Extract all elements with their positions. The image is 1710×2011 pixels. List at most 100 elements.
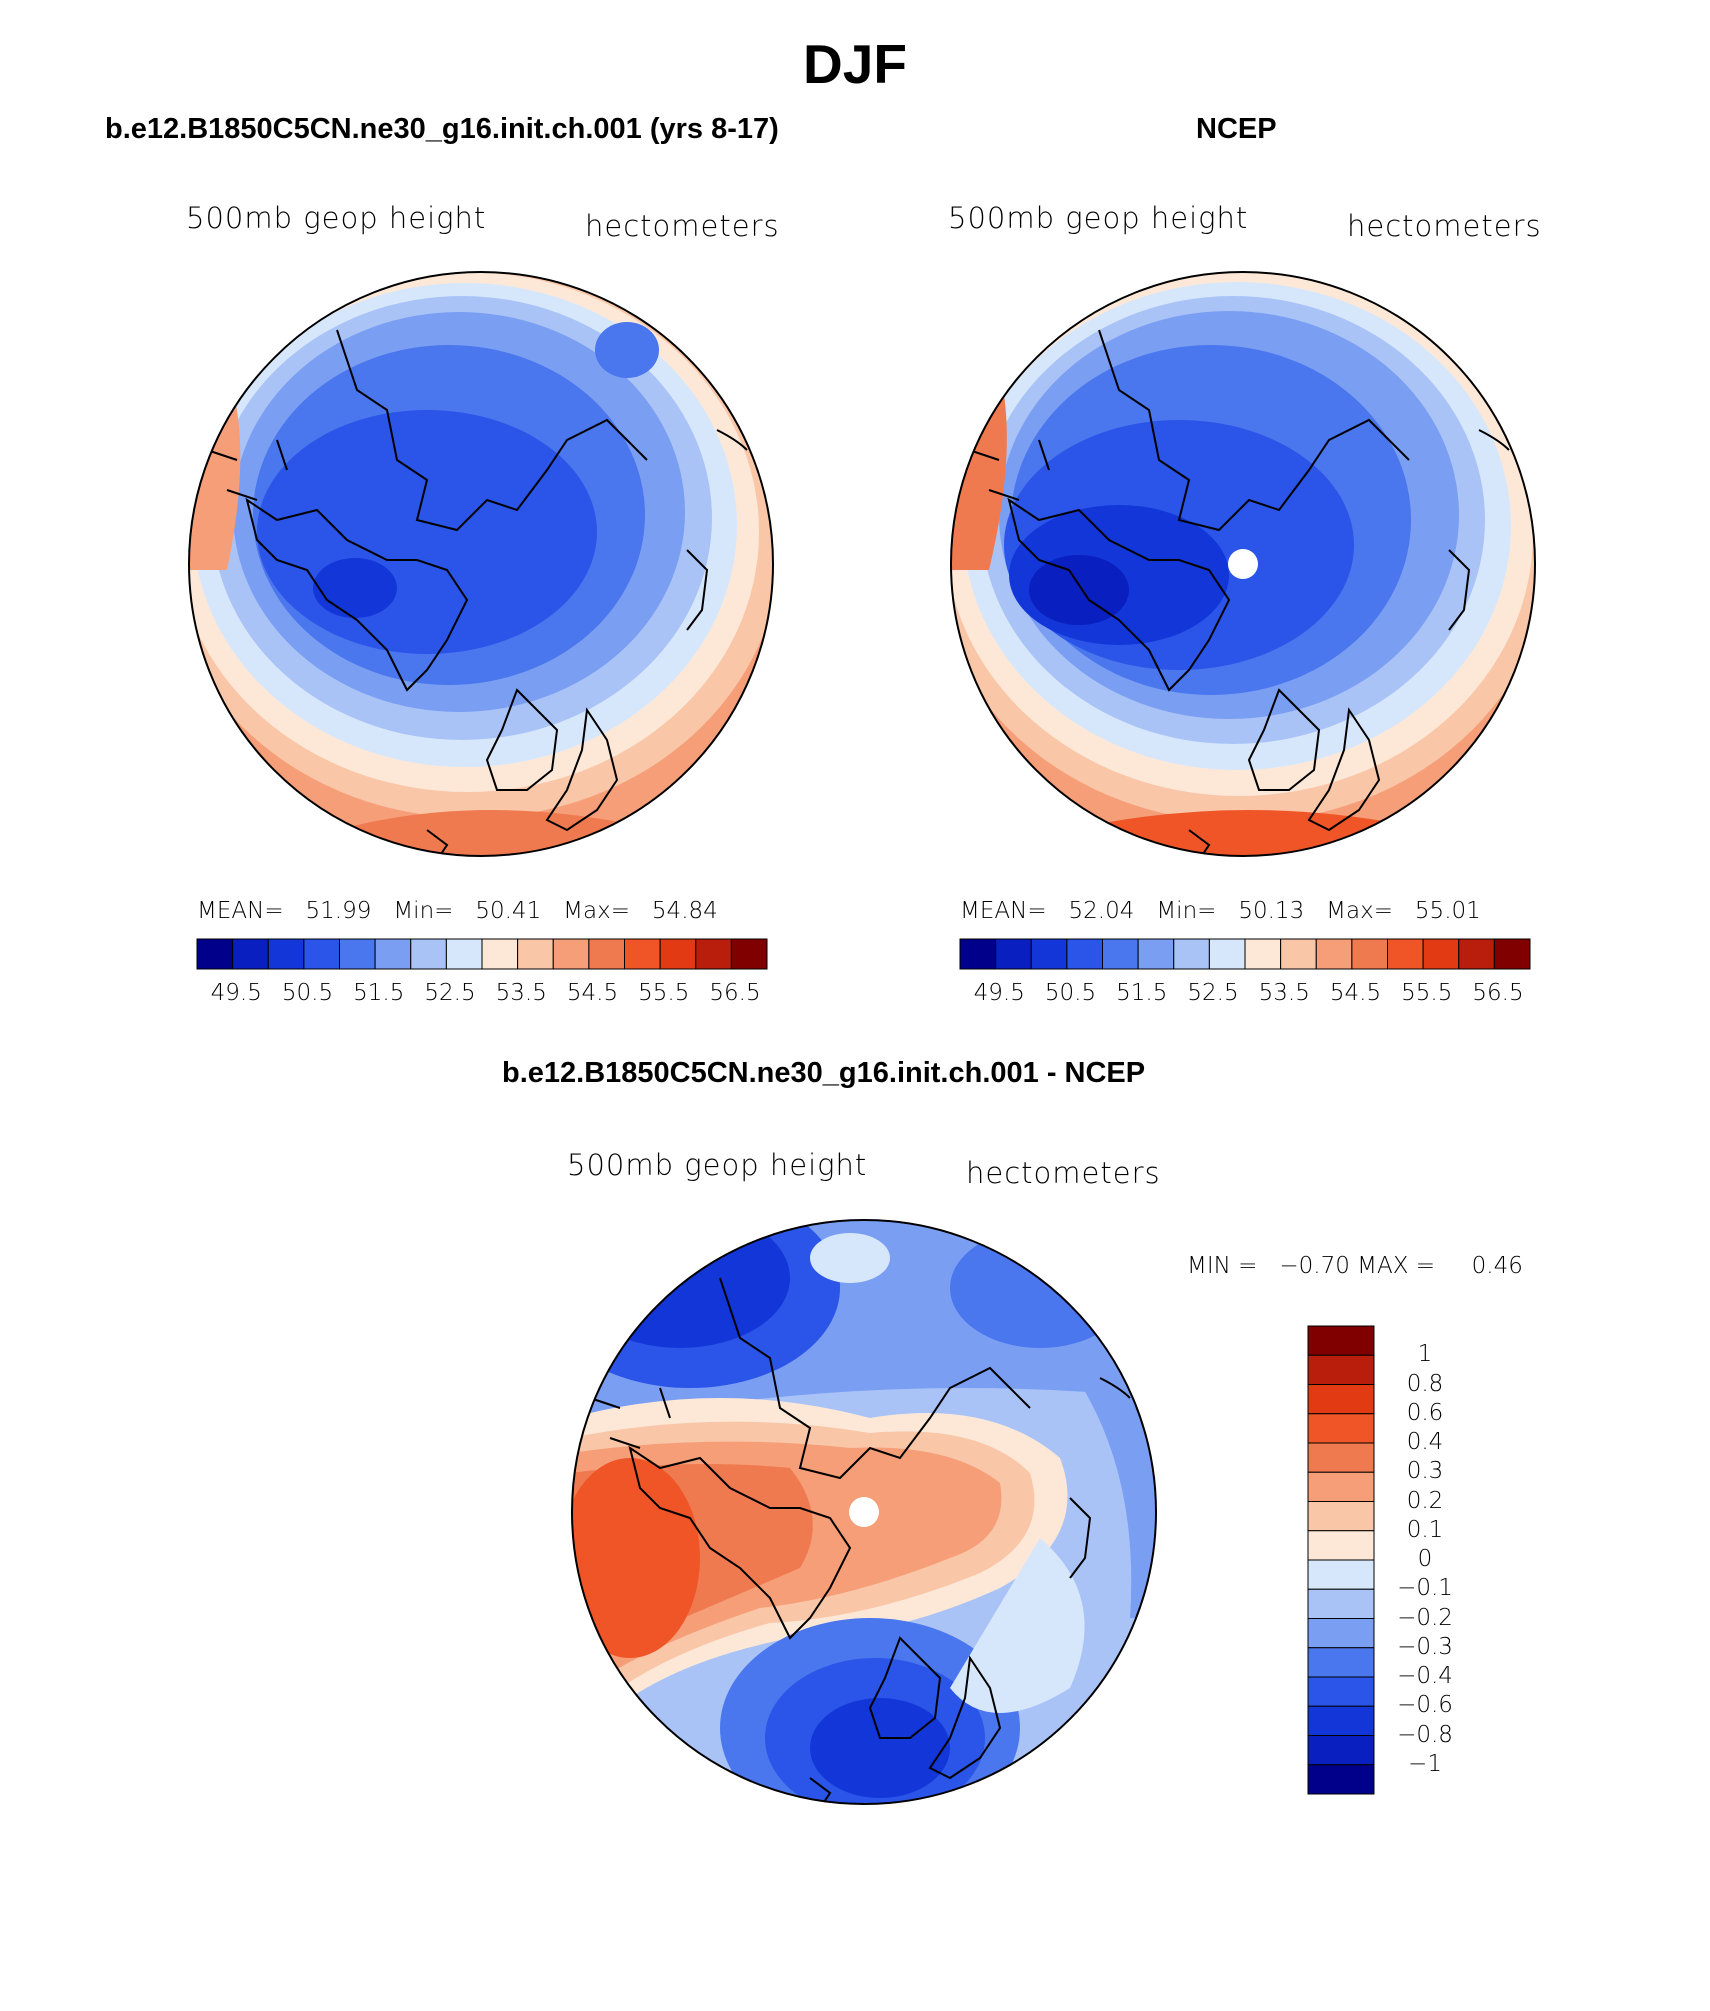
panel2-variable-label: 500mb geop height: [948, 201, 1249, 235]
colorbar-model: [196, 938, 768, 970]
colorbar-swatch: [196, 938, 234, 970]
colorbar-tick-label: −0.3: [1397, 1633, 1453, 1660]
map-difference: [571, 1219, 1157, 1805]
colorbar-tick-label: 0.4: [1406, 1429, 1444, 1455]
colorbar-swatch: [659, 938, 697, 970]
colorbar-tick-label: 56.5: [709, 980, 761, 1006]
mean-value: 52.04: [1068, 898, 1135, 924]
colorbar-tick-label: 53.5: [1258, 980, 1310, 1006]
colorbar-tick-label: 51.5: [1116, 980, 1168, 1006]
colorbar-tick-label: 52.5: [1187, 980, 1239, 1006]
panel2-title: NCEP: [1196, 113, 1277, 145]
panel2-stats: MEAN= 52.04 Min= 50.13 Max= 55.01: [960, 898, 1481, 924]
colorbar-swatch: [1307, 1384, 1375, 1415]
colorbar-swatch: [303, 938, 340, 970]
colorbar-tick-label: −0.4: [1397, 1663, 1453, 1689]
panel1-title: b.e12.B1850C5CN.ne30_g16.init.ch.001 (yr…: [105, 113, 779, 145]
colorbar-ncep: [959, 938, 1531, 970]
max-label: Max=: [563, 898, 630, 924]
colorbar-tick-label: 0.3: [1406, 1458, 1444, 1485]
colorbar-swatch: [1458, 938, 1495, 970]
colorbar-swatch: [1102, 938, 1139, 970]
colorbar-swatch: [959, 938, 997, 970]
colorbar-tick-label: 0.6: [1406, 1399, 1444, 1426]
colorbar-tick-label: 49.5: [210, 980, 262, 1006]
colorbar-swatch: [1307, 1647, 1375, 1678]
colorbar-swatch: [267, 938, 305, 970]
panel2-units-label: hectometers: [1347, 209, 1542, 243]
colorbar-tick-label: 54.5: [566, 980, 619, 1006]
panel3-stats: MIN = −0.70 MAX = 0.46: [1187, 1253, 1523, 1279]
colorbar-tick-label: 54.5: [1329, 980, 1382, 1006]
mean-label: MEAN=: [197, 898, 284, 924]
colorbar-tick-label: 1: [1417, 1341, 1433, 1368]
colorbar-difference-labels: 1 0.8 0.6 0.4 0.3 0.2 0.1 0 −0.1 −0.2 −0.3 −0.4 −0.6…: [1390, 1325, 1510, 1795]
max-value: 54.84: [651, 898, 718, 924]
colorbar-swatch: [1307, 1501, 1375, 1532]
colorbar-swatch: [1307, 1618, 1375, 1649]
colorbar-swatch: [624, 938, 661, 970]
mean-value: 51.99: [305, 898, 372, 924]
colorbar-ncep-labels: 49.5 50.5 51.5 52.5 53.5 54.5 55.5 56.5: [960, 980, 1530, 1010]
colorbar-swatch: [1493, 938, 1531, 970]
colorbar-swatch: [552, 938, 590, 970]
colorbar-swatch: [1244, 938, 1282, 970]
map-model: [188, 271, 774, 857]
colorbar-tick-label: −0.1: [1397, 1575, 1453, 1602]
colorbar-swatch: [1307, 1530, 1375, 1561]
colorbar-swatch: [1307, 1354, 1375, 1385]
colorbar-swatch: [517, 938, 554, 970]
min-label: MIN =: [1187, 1253, 1258, 1279]
min-value: 50.41: [475, 898, 542, 924]
colorbar-tick-label: 53.5: [495, 980, 547, 1006]
max-label: MAX =: [1357, 1253, 1436, 1279]
colorbar-swatch: [1066, 938, 1103, 970]
colorbar-swatch: [339, 938, 376, 970]
colorbar-swatch: [1307, 1325, 1375, 1356]
colorbar-swatch: [232, 938, 269, 970]
colorbar-swatch: [410, 938, 447, 970]
colorbar-swatch: [1387, 938, 1424, 970]
map-ncep: [950, 271, 1536, 857]
colorbar-tick-label: 51.5: [353, 980, 405, 1006]
colorbar-model-labels: 49.5 50.5 51.5 52.5 53.5 54.5 55.5 56.5: [197, 980, 767, 1010]
mean-label: MEAN=: [960, 898, 1047, 924]
colorbar-tick-label: −0.2: [1397, 1604, 1453, 1631]
colorbar-tick-label: 50.5: [1044, 980, 1097, 1006]
colorbar-tick-label: 0.8: [1406, 1370, 1444, 1397]
max-value: 55.01: [1414, 898, 1481, 924]
colorbar-difference: [1307, 1325, 1375, 1795]
colorbar-swatch: [1351, 938, 1388, 970]
colorbar-tick-label: 0.2: [1406, 1487, 1444, 1514]
colorbar-tick-label: 0: [1417, 1546, 1433, 1572]
colorbar-swatch: [1307, 1676, 1375, 1707]
colorbar-swatch: [995, 938, 1032, 970]
colorbar-tick-label: −0.6: [1397, 1692, 1453, 1719]
colorbar-swatch: [1208, 938, 1246, 970]
panel1-variable-label: 500mb geop height: [186, 201, 487, 235]
colorbar-swatch: [730, 938, 768, 970]
colorbar-tick-label: −1: [1408, 1750, 1442, 1777]
colorbar-swatch: [1307, 1764, 1375, 1795]
panel1-units-label: hectometers: [585, 209, 780, 243]
panel3-units-label: hectometers: [966, 1156, 1161, 1190]
colorbar-swatch: [374, 938, 412, 970]
colorbar-swatch: [1307, 1559, 1375, 1590]
colorbar-swatch: [1307, 1442, 1375, 1473]
colorbar-tick-label: 56.5: [1472, 980, 1524, 1006]
colorbar-tick-label: −0.8: [1397, 1721, 1453, 1748]
main-title: DJF: [803, 33, 907, 95]
colorbar-swatch: [1315, 938, 1353, 970]
colorbar-tick-label: 49.5: [973, 980, 1025, 1006]
min-value: 50.13: [1238, 898, 1305, 924]
min-label: Min=: [393, 898, 454, 924]
colorbar-swatch: [1307, 1735, 1375, 1766]
panel1-stats: MEAN= 51.99 Min= 50.41 Max= 54.84: [197, 898, 718, 924]
panel3-title: b.e12.B1850C5CN.ne30_g16.init.ch.001 - N…: [502, 1057, 1146, 1089]
min-value: −0.70: [1279, 1253, 1350, 1279]
colorbar-swatch: [1173, 938, 1210, 970]
colorbar-swatch: [1030, 938, 1068, 970]
colorbar-swatch: [588, 938, 625, 970]
colorbar-tick-label: 55.5: [638, 980, 690, 1006]
colorbar-swatch: [1280, 938, 1317, 970]
